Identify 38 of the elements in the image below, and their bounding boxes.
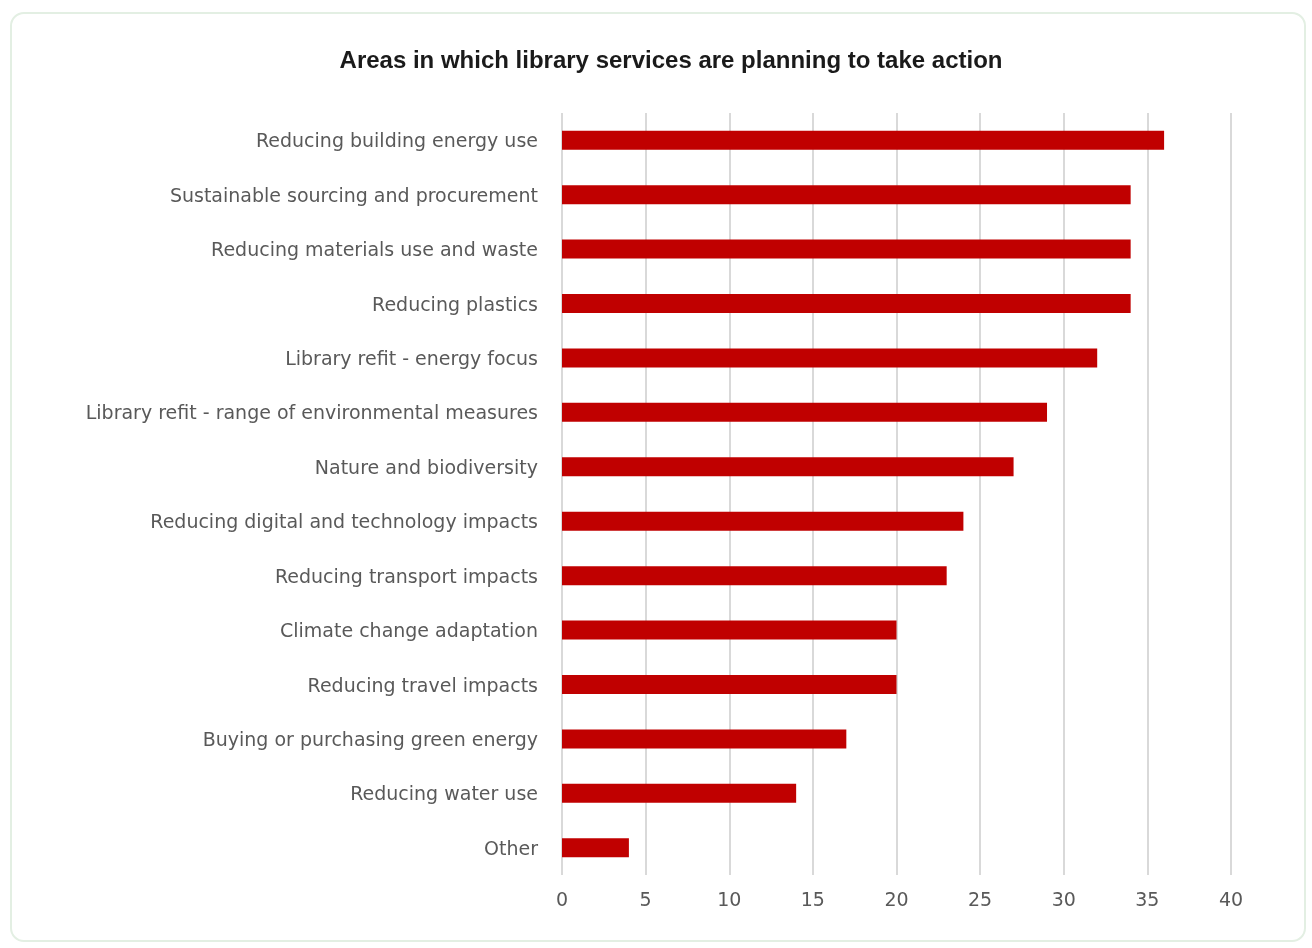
x-tick-label: 5: [639, 887, 652, 910]
bar: [562, 130, 1165, 150]
x-tick-label: 10: [717, 887, 742, 910]
y-tick-label: Reducing digital and technology impacts: [150, 510, 538, 533]
y-tick-label: Buying or purchasing green energy: [202, 727, 538, 750]
bar: [562, 402, 1048, 422]
x-tick-label: 40: [1218, 887, 1244, 910]
x-tick-label: 30: [1051, 887, 1076, 910]
x-tick-label: 15: [800, 887, 825, 910]
y-tick-label: Reducing water use: [350, 782, 538, 805]
x-tick-label: 0: [555, 887, 569, 910]
bar: [562, 294, 1131, 313]
bar: [562, 185, 1131, 205]
bar: [562, 566, 947, 586]
bar: [562, 239, 1131, 259]
y-tick-label: Library refit - range of environmental measures: [85, 401, 538, 424]
y-tick-label: Reducing materials use and waste: [211, 238, 538, 261]
bar: [562, 729, 847, 749]
y-tick-label: Reducing transport impacts: [274, 564, 538, 587]
bar: [562, 675, 897, 694]
x-tick-label: 25: [968, 887, 993, 910]
bar: [562, 511, 964, 531]
y-tick-label: Reducing plastics: [372, 292, 538, 315]
x-tick-label: 20: [884, 887, 909, 910]
bar: [562, 620, 897, 640]
y-tick-label: Sustainable sourcing and procurement: [169, 183, 538, 206]
chart-title: Areas in which library services are planning to take action: [339, 45, 1003, 73]
bar: [562, 783, 797, 803]
bar: [562, 838, 629, 858]
y-tick-label: Reducing building energy use: [255, 129, 538, 152]
bar: [562, 348, 1098, 368]
bar: [562, 457, 1014, 477]
y-tick-label: Reducing travel impacts: [307, 673, 538, 696]
y-tick-label: Nature and biodiversity: [314, 455, 538, 478]
y-tick-label: Other: [484, 836, 539, 859]
y-tick-label: Climate change adaptation: [279, 619, 538, 642]
y-tick-label: Library refit - energy focus: [285, 346, 538, 369]
x-tick-label: 35: [1135, 887, 1160, 910]
